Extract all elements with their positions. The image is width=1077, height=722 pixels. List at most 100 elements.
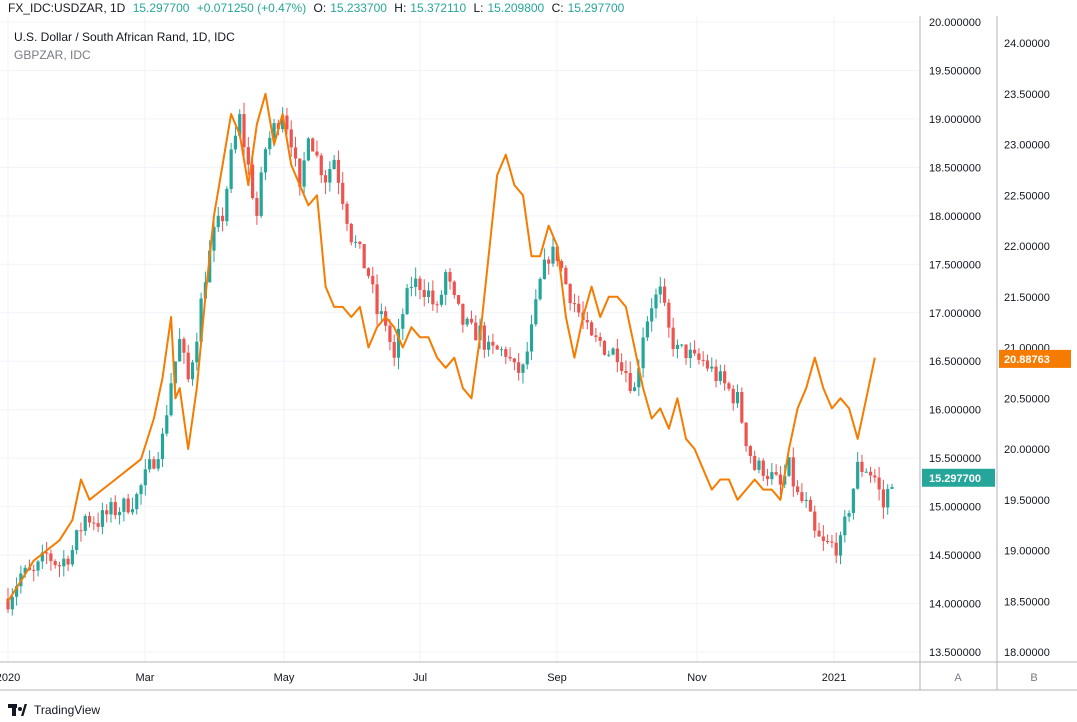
candle-body <box>87 515 92 523</box>
last-price: 15.297700 <box>132 1 190 15</box>
low-value: 15.209800 <box>487 1 545 15</box>
candle-body <box>405 288 409 315</box>
candle-body <box>122 498 126 512</box>
candle-body <box>851 488 855 514</box>
candle-body <box>534 299 538 325</box>
candle-body <box>680 344 684 346</box>
candle-body <box>70 550 74 565</box>
candle-body <box>452 281 456 296</box>
candle-body <box>662 286 667 303</box>
y-left-tick-label: 15.500000 <box>929 453 981 465</box>
candle-body <box>100 510 105 527</box>
candle-body <box>362 244 366 269</box>
candle-body <box>32 570 36 572</box>
candle-body <box>173 361 177 384</box>
candle-body <box>251 164 255 199</box>
candle-body <box>422 289 426 297</box>
candle-body <box>701 359 705 361</box>
candle-body <box>620 362 624 371</box>
y-right-tick-label: 23.50000 <box>1004 89 1050 101</box>
candle-body <box>753 455 757 470</box>
candle-body <box>57 565 62 567</box>
candle-body <box>160 433 165 460</box>
candle-body <box>323 175 328 183</box>
y-left-tick-label: 18.000000 <box>929 211 981 223</box>
candle-body <box>740 392 744 423</box>
candle-body <box>624 370 628 374</box>
y-left-tick-label: 13.500000 <box>929 647 981 659</box>
y-right-tick-label: 18.50000 <box>1004 596 1050 608</box>
candle-body <box>723 371 727 384</box>
x-tick-label: Sep <box>547 672 567 684</box>
candle-body <box>705 360 710 369</box>
candle-body <box>469 318 474 323</box>
main-series-legend[interactable]: U.S. Dollar / South African Rand, 1D, ID… <box>14 30 235 44</box>
candle-body <box>212 227 216 251</box>
candle-body <box>169 383 173 416</box>
candle-body <box>808 499 813 512</box>
candle-body <box>504 349 508 357</box>
last-price-tag-usdzar-text: 15.297700 <box>929 473 981 485</box>
y-left-tick-label: 14.000000 <box>929 599 981 611</box>
candle-body <box>255 198 259 216</box>
candle-body <box>409 287 413 289</box>
candle-body <box>641 337 645 369</box>
candle-body <box>105 510 109 515</box>
candle-body <box>302 160 306 187</box>
candle-body <box>238 114 242 136</box>
candle-body <box>345 203 349 224</box>
last-price-tag-gbpzar <box>999 349 1071 368</box>
candle-body <box>349 223 353 243</box>
candle-body <box>791 457 795 487</box>
candle-body <box>564 267 568 285</box>
candle-body <box>748 446 752 456</box>
candle-body <box>787 457 791 476</box>
candle-body <box>233 135 238 150</box>
y-left-tick-label: 14.500000 <box>929 550 981 562</box>
y-left-tick-label: 17.500000 <box>929 259 981 271</box>
candle-body <box>268 137 272 150</box>
candle-body <box>770 472 774 480</box>
candle-body <box>735 392 740 404</box>
candle-body <box>182 338 186 353</box>
candle-body <box>873 475 877 478</box>
candle-body <box>611 348 615 355</box>
candle-body <box>693 349 697 354</box>
candle-body <box>487 341 491 350</box>
candle-body <box>178 338 182 362</box>
candle-body <box>718 371 722 382</box>
symbol-header: FX_IDC:USDZAR, 1D 15.297700 +0.071250 (+… <box>8 0 628 16</box>
candle-body <box>830 541 834 543</box>
candle-body <box>765 475 770 480</box>
candle-body <box>671 327 675 350</box>
y-right-tick-label: 24.00000 <box>1004 38 1050 50</box>
y-left-tick-label: 20.000000 <box>929 17 981 29</box>
candle-body <box>336 159 341 183</box>
y-right-tick-label: 22.00000 <box>1004 241 1050 253</box>
candle-body <box>559 261 564 268</box>
candle-body <box>654 294 658 309</box>
tradingview-branding[interactable]: TradingView <box>8 700 100 720</box>
candle-body <box>697 353 701 360</box>
candle-body <box>246 147 250 165</box>
close-label: C: <box>551 1 564 15</box>
candle-body <box>92 522 96 524</box>
candle-body <box>113 502 117 516</box>
candle-body <box>14 586 19 597</box>
candle-body <box>864 471 868 473</box>
candle-body <box>727 383 731 389</box>
candle-body <box>135 494 139 510</box>
candle-body <box>585 320 589 323</box>
candle-body <box>156 459 160 469</box>
candle-body <box>139 485 143 495</box>
candle-body <box>431 290 435 305</box>
close-value: 15.297700 <box>567 1 625 15</box>
candle-body <box>650 308 654 322</box>
candle-body <box>165 415 169 434</box>
overlay-series-legend[interactable]: GBPZAR, IDC <box>14 48 91 62</box>
last-price-tag-gbpzar-text: 20.88763 <box>1004 354 1050 366</box>
symbol-label[interactable]: FX_IDC:USDZAR, 1D <box>8 1 126 15</box>
candle-body <box>525 351 529 365</box>
high-label: H: <box>394 1 407 15</box>
